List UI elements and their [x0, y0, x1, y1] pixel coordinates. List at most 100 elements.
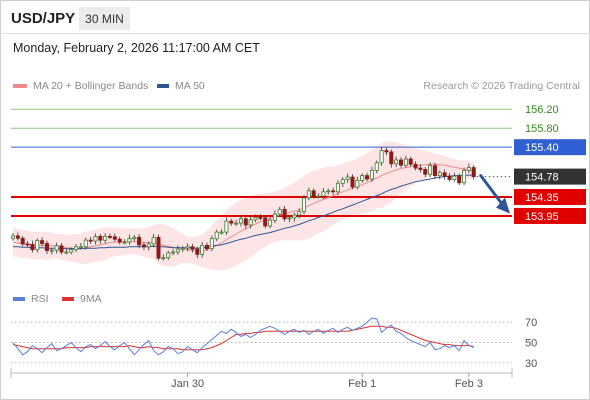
- target-level-label: 156.20: [525, 104, 559, 116]
- candle-body: [335, 182, 340, 193]
- candle-body: [384, 150, 389, 153]
- candle-body: [156, 236, 161, 259]
- candle-body: [229, 220, 234, 224]
- candle-body: [69, 249, 74, 253]
- candle-body: [54, 245, 59, 251]
- candle-body: [122, 241, 127, 244]
- candle-body: [442, 172, 447, 177]
- candle-body: [10, 235, 15, 239]
- x-axis-tick-label: Feb 3: [455, 378, 483, 390]
- candle-body: [137, 236, 142, 246]
- candle-body: [301, 197, 306, 213]
- candle-body: [306, 190, 311, 199]
- legend-rsi-ma-swatch: [62, 297, 74, 301]
- rsi-tick-label: 50: [525, 338, 537, 350]
- candle-body: [331, 190, 336, 193]
- ma20-line: [12, 163, 474, 252]
- x-axis-tick-label: Jan 30: [171, 378, 204, 390]
- candle-body: [195, 248, 200, 255]
- candle-body: [316, 195, 321, 198]
- resistance-level-label: 155.40: [525, 142, 559, 154]
- legend-rsi-ma-label: 9MA: [80, 293, 102, 305]
- candle-body: [98, 235, 103, 241]
- candle-body: [151, 236, 156, 245]
- legend-ma50-label: MA 50: [175, 80, 205, 92]
- support-level-tag: [514, 188, 586, 205]
- support-level-tag: [514, 207, 586, 224]
- candle-body: [379, 150, 384, 164]
- candle-body: [355, 179, 360, 188]
- rsi-line: [12, 317, 474, 356]
- candle-body: [209, 238, 214, 250]
- target-level-label: 155.80: [525, 123, 559, 135]
- candle-body: [311, 190, 316, 197]
- candle-body: [180, 247, 185, 250]
- candle-body: [15, 235, 20, 239]
- resistance-level-tag: [514, 139, 586, 156]
- candle-body: [297, 211, 302, 216]
- candle-body: [248, 219, 253, 226]
- candle-body: [268, 219, 273, 227]
- candle-body: [214, 231, 219, 240]
- candle-body: [418, 167, 423, 170]
- candle-body: [340, 179, 345, 184]
- candle-body: [462, 170, 467, 184]
- legend-rsi: RSI: [13, 293, 49, 305]
- candle-body: [238, 218, 243, 224]
- timeframe-badge[interactable]: 30 MIN: [79, 7, 130, 30]
- rsi-tick-label: 70: [525, 317, 537, 329]
- candle-body: [200, 244, 205, 255]
- candle-body: [78, 246, 83, 249]
- candle-body: [374, 162, 379, 171]
- candle-body: [389, 151, 394, 165]
- candle-body: [369, 170, 374, 180]
- candle-body: [224, 220, 229, 233]
- candle-body: [345, 176, 350, 180]
- legend-ma20: MA 20 + Bollinger Bands: [13, 80, 148, 92]
- candle-body: [452, 175, 457, 180]
- candle-body: [88, 239, 93, 242]
- candle-body: [457, 175, 462, 184]
- candle-body: [108, 235, 113, 238]
- legend-ma50-swatch: [157, 84, 169, 88]
- candle-body: [282, 208, 287, 220]
- symbol-title: USD/JPY: [11, 10, 76, 27]
- candle-body: [146, 243, 151, 248]
- candle-body: [127, 238, 132, 243]
- rsi-ma-line: [12, 325, 474, 351]
- candle-body: [59, 245, 64, 253]
- candles-group: [10, 147, 476, 261]
- legend-rsi-ma: 9MA: [62, 293, 102, 305]
- candle-body: [277, 208, 282, 215]
- candle-body: [49, 249, 54, 252]
- last-price-tag: [514, 168, 586, 185]
- candle-body: [272, 213, 277, 221]
- candle-body: [292, 214, 297, 219]
- candle-body: [35, 240, 40, 251]
- candle-body: [103, 235, 108, 241]
- candle-body: [287, 217, 292, 220]
- candle-body: [258, 216, 263, 219]
- candle-body: [234, 222, 239, 225]
- candle-body: [398, 159, 403, 166]
- candle-body: [25, 243, 30, 246]
- candle-body: [112, 236, 117, 240]
- candle-body: [171, 251, 176, 254]
- candle-body: [132, 236, 137, 240]
- bollinger-band-fill: [13, 141, 474, 271]
- candle-body: [44, 243, 49, 251]
- research-credit: Research © 2026 Trading Central: [423, 80, 580, 92]
- ma50-line: [13, 174, 474, 250]
- candle-body: [432, 165, 437, 177]
- candle-body: [403, 158, 408, 166]
- candle-body: [350, 176, 355, 188]
- candle-body: [428, 165, 433, 175]
- candle-body: [437, 172, 442, 177]
- candle-body: [40, 240, 45, 244]
- candle-body: [64, 251, 69, 254]
- candle-body: [413, 163, 418, 169]
- support-level-label: 153.95: [525, 211, 559, 223]
- forecast-arrow-head: [496, 197, 510, 214]
